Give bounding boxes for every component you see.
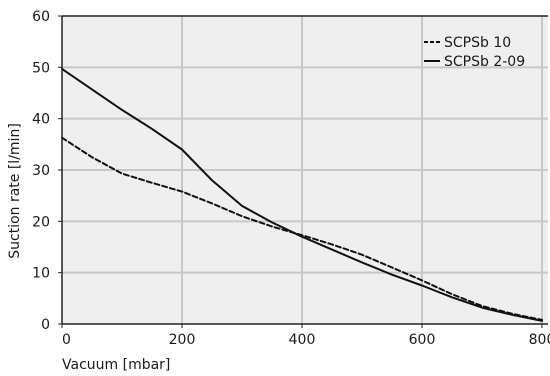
x-tick-label-400: 400 (289, 332, 316, 348)
data-series (61, 67, 543, 322)
x-axis-label: Vacuum [mbar] (62, 357, 170, 373)
y-tick-label-0: 0 (41, 317, 50, 333)
y-tick-label-50: 50 (32, 60, 50, 76)
series-line-1 (61, 67, 543, 322)
y-tick-label-40: 40 (32, 112, 50, 128)
legend-label-0: SCPSb 10 (444, 35, 511, 51)
x-tick-label-800: 800 (529, 332, 550, 348)
x-tick-label-200: 200 (169, 332, 196, 348)
tick-labels: 0 200 400 600 800 0 10 20 30 40 50 60 (32, 9, 550, 348)
grid-lines (62, 16, 548, 324)
y-tick-label-60: 60 (32, 9, 50, 25)
legend: SCPSb 10 SCPSb 2-09 (424, 35, 525, 70)
x-tick-label-600: 600 (409, 332, 436, 348)
y-tick-label-30: 30 (32, 163, 50, 179)
y-tick-label-10: 10 (32, 266, 50, 282)
legend-label-1: SCPSb 2-09 (444, 54, 525, 70)
x-tick-label-0: 0 (62, 332, 71, 348)
y-tick-label-20: 20 (32, 214, 50, 230)
series-line-0 (61, 136, 543, 321)
y-axis-label: Suction rate [l/min] (7, 123, 23, 259)
